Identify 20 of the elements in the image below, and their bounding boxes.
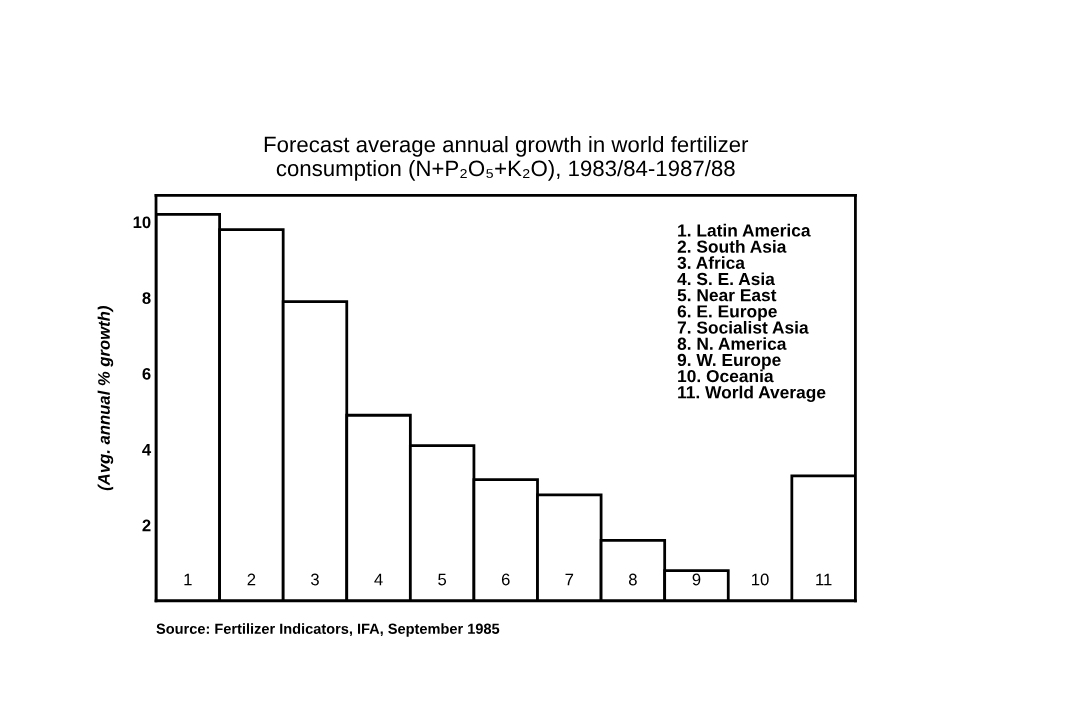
text: 1. Latin America 2. South Asia 3. Africa 4. S. E. Asia 5. Near East 6. E. Europe 7. Socialist Asia 8. N. America 9. W. Europe 10. Oceania 11. World Average <box>677 223 826 402</box>
x-tick-label: 9 <box>692 573 701 586</box>
y-tick-label: 6 <box>142 367 151 380</box>
y-tick-label: 10 <box>133 216 151 229</box>
chart-title: Forecast average annual growth in world fertilizer consumption (N+P₂O₅+K₂O), 1983/84-1987/88 <box>264 136 749 181</box>
x-tick-label: 6 <box>501 573 510 586</box>
source-note: Source: Fertilizer Indicators, IFA, September 1985 <box>156 623 500 637</box>
x-tick-label: 5 <box>438 573 447 586</box>
x-tick-label: 7 <box>565 573 574 586</box>
y-tick-label: 8 <box>142 292 151 304</box>
x-tick-label: 3 <box>310 573 319 586</box>
x-tick-label: 11 <box>816 573 832 586</box>
x-tick-label: 4 <box>374 573 383 586</box>
y-tick-label: 2 <box>142 519 151 532</box>
x-tick-label: 1 <box>184 573 192 586</box>
x-tick-label: 10 <box>752 573 769 586</box>
x-tick-label: 8 <box>628 573 637 586</box>
y-axis-title: (Avg. annual % growth) <box>97 306 114 491</box>
y-tick-label: 4 <box>142 443 152 456</box>
x-tick-label: 2 <box>247 573 256 586</box>
